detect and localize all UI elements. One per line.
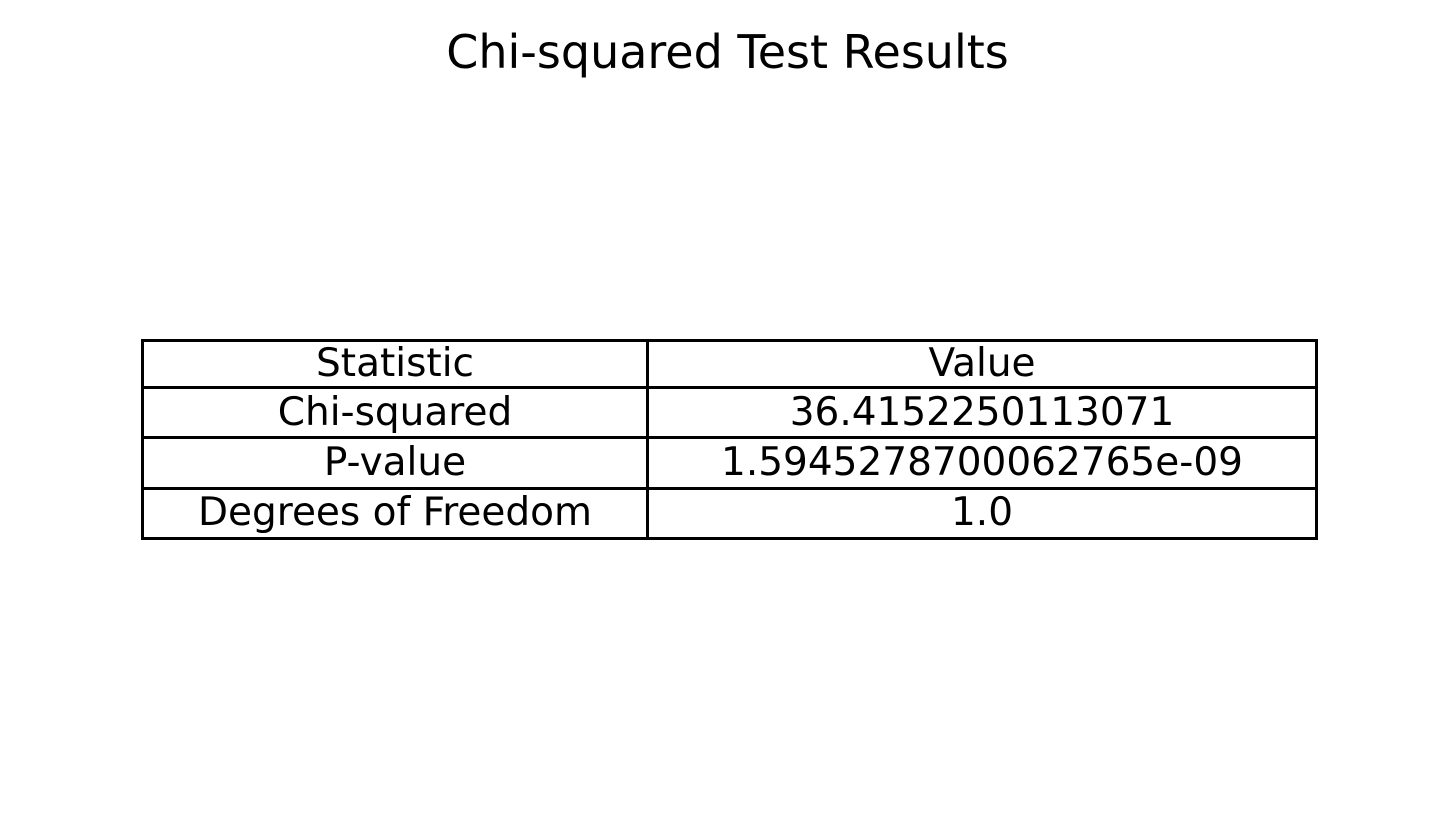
results-table: Statistic Value Chi-squared 36.415225011… [141,339,1318,541]
cell-statistic-value: 1.0 [646,486,1318,541]
table-header-row: Statistic Value [141,339,1318,389]
cell-statistic-name: Degrees of Freedom [141,486,649,541]
cell-statistic-name: Chi-squared [141,385,649,440]
column-header-statistic: Statistic [141,339,649,389]
table-row: Chi-squared 36.4152250113071 [141,385,1318,440]
chart-title: Chi-squared Test Results [446,25,1009,79]
cell-statistic-name: P-value [141,436,649,490]
table-row: P-value 1.5945278700062765e-09 [141,436,1318,490]
cell-statistic-value: 1.5945278700062765e-09 [646,436,1318,490]
cell-statistic-value: 36.4152250113071 [646,385,1318,440]
table-row: Degrees of Freedom 1.0 [141,486,1318,541]
column-header-value: Value [646,339,1318,389]
